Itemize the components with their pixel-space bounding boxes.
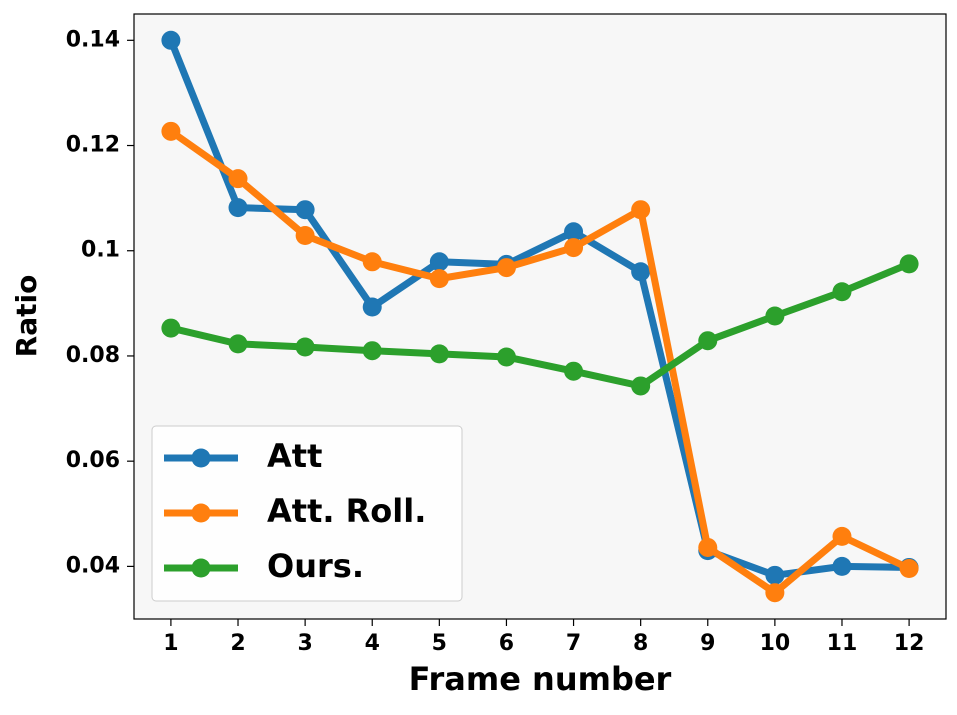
x-tick-label: 1 xyxy=(163,631,178,656)
legend-marker xyxy=(191,558,211,578)
y-tick-label: 0.06 xyxy=(66,448,120,473)
y-tick-label: 0.12 xyxy=(66,133,120,158)
point xyxy=(631,376,651,396)
point xyxy=(698,537,718,557)
x-tick-label: 6 xyxy=(499,631,514,656)
point xyxy=(228,334,248,354)
legend-marker xyxy=(191,448,211,468)
point xyxy=(429,252,449,272)
x-tick-label: 8 xyxy=(633,631,648,656)
x-tick-label: 3 xyxy=(297,631,312,656)
point xyxy=(161,30,181,50)
legend-label: Ours. xyxy=(267,547,364,585)
legend-label: Att xyxy=(267,437,322,475)
point xyxy=(832,282,852,302)
x-tick-label: 2 xyxy=(230,631,245,656)
series-line xyxy=(167,39,910,579)
x-tick-label: 4 xyxy=(365,631,380,656)
point xyxy=(362,252,382,272)
point xyxy=(228,169,248,189)
point xyxy=(899,558,919,578)
point xyxy=(832,556,852,576)
x-tick-label: 7 xyxy=(566,631,581,656)
point xyxy=(899,254,919,274)
point xyxy=(429,344,449,364)
point xyxy=(631,200,651,220)
x-axis-label: Frame number xyxy=(409,660,672,698)
y-tick-label: 0.04 xyxy=(66,553,120,578)
x-tick-label: 5 xyxy=(432,631,447,656)
point xyxy=(295,337,315,357)
point xyxy=(564,238,584,258)
point xyxy=(161,318,181,338)
point xyxy=(429,269,449,289)
point xyxy=(161,121,181,141)
legend-box xyxy=(151,425,463,602)
y-axis-label: Ratio xyxy=(10,275,43,358)
legend-marker xyxy=(191,503,211,523)
point xyxy=(631,262,651,282)
y-tick-label: 0.08 xyxy=(66,343,120,368)
point xyxy=(228,198,248,218)
x-tick-label: 11 xyxy=(827,631,858,656)
point xyxy=(295,200,315,220)
x-tick-label: 12 xyxy=(894,631,925,656)
point xyxy=(564,222,584,242)
point xyxy=(832,526,852,546)
point xyxy=(362,297,382,317)
legend-label: Att. Roll. xyxy=(267,492,426,530)
x-tick-label: 9 xyxy=(700,631,715,656)
x-tick-label: 10 xyxy=(760,631,791,656)
point xyxy=(496,258,516,278)
y-tick-label: 0.1 xyxy=(81,238,120,263)
point xyxy=(496,347,516,367)
point xyxy=(765,583,785,603)
point xyxy=(295,225,315,245)
y-tick-label: 0.14 xyxy=(66,27,120,52)
point xyxy=(698,331,718,351)
point xyxy=(765,306,785,326)
series-line xyxy=(170,260,911,390)
point xyxy=(564,361,584,381)
point xyxy=(765,565,785,585)
point xyxy=(362,341,382,361)
series-line xyxy=(168,128,911,597)
